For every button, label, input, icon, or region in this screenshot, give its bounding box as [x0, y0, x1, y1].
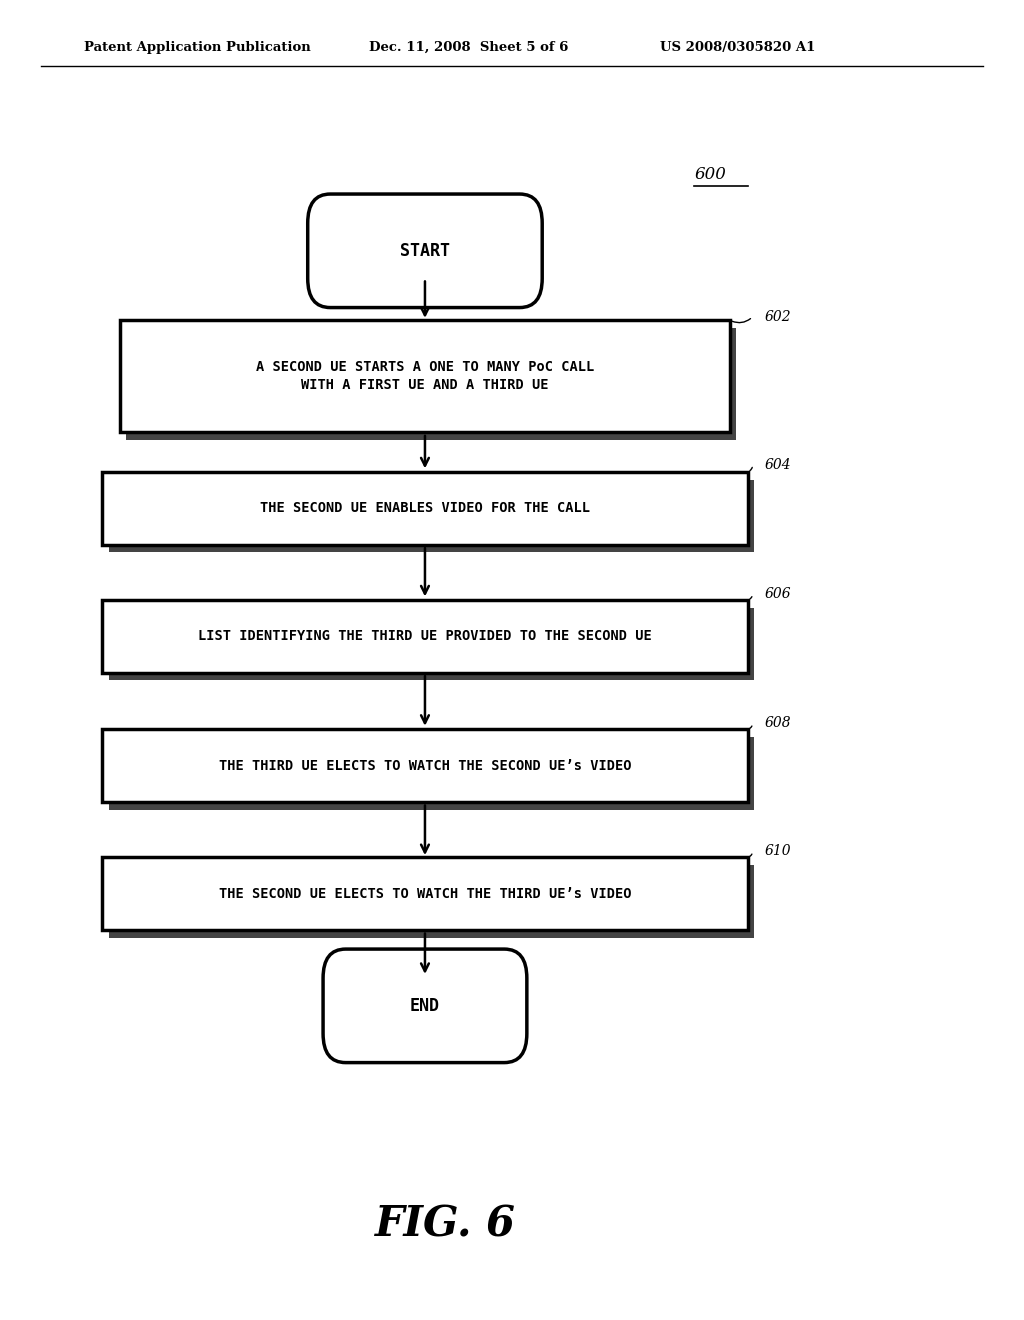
- Text: THE SECOND UE ELECTS TO WATCH THE THIRD UE’s VIDEO: THE SECOND UE ELECTS TO WATCH THE THIRD …: [219, 887, 631, 900]
- Text: END: END: [410, 997, 440, 1015]
- FancyBboxPatch shape: [323, 949, 526, 1063]
- Bar: [109, 479, 754, 552]
- Bar: [109, 737, 754, 810]
- Text: 610: 610: [765, 845, 792, 858]
- Bar: [127, 329, 735, 441]
- Text: THE SECOND UE ENABLES VIDEO FOR THE CALL: THE SECOND UE ENABLES VIDEO FOR THE CALL: [260, 502, 590, 515]
- Text: 602: 602: [765, 310, 792, 323]
- Bar: [102, 729, 748, 803]
- Text: FIG. 6: FIG. 6: [375, 1204, 516, 1246]
- Bar: [109, 866, 754, 937]
- FancyBboxPatch shape: [307, 194, 543, 308]
- Bar: [102, 858, 748, 929]
- Bar: [121, 321, 729, 433]
- Text: THE THIRD UE ELECTS TO WATCH THE SECOND UE’s VIDEO: THE THIRD UE ELECTS TO WATCH THE SECOND …: [219, 759, 631, 772]
- Text: 600: 600: [694, 166, 726, 183]
- Bar: [102, 471, 748, 544]
- Text: 608: 608: [765, 717, 792, 730]
- Text: 606: 606: [765, 587, 792, 601]
- Bar: [102, 599, 748, 672]
- Text: US 2008/0305820 A1: US 2008/0305820 A1: [660, 41, 816, 54]
- Text: Patent Application Publication: Patent Application Publication: [84, 41, 310, 54]
- Text: LIST IDENTIFYING THE THIRD UE PROVIDED TO THE SECOND UE: LIST IDENTIFYING THE THIRD UE PROVIDED T…: [198, 630, 652, 643]
- Text: 604: 604: [765, 458, 792, 471]
- Bar: [109, 607, 754, 681]
- Text: START: START: [400, 242, 450, 260]
- Text: Dec. 11, 2008  Sheet 5 of 6: Dec. 11, 2008 Sheet 5 of 6: [369, 41, 568, 54]
- Text: A SECOND UE STARTS A ONE TO MANY PoC CALL
WITH A FIRST UE AND A THIRD UE: A SECOND UE STARTS A ONE TO MANY PoC CAL…: [256, 360, 594, 392]
